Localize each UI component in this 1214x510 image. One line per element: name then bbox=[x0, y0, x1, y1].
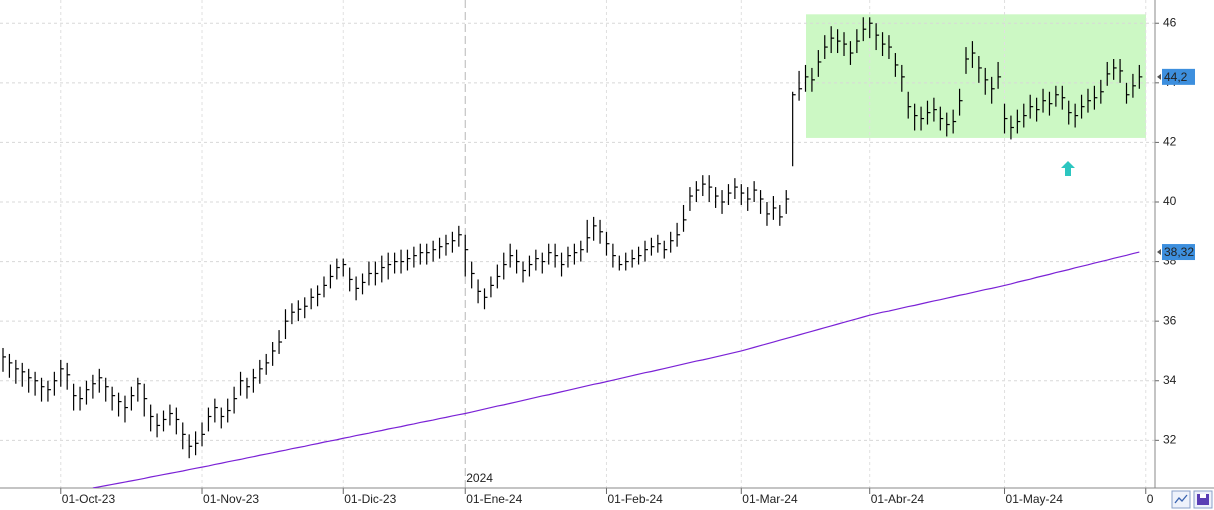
plot bbox=[2, 17, 1143, 488]
save-icon-label bbox=[1200, 494, 1206, 498]
highlight-zone bbox=[806, 14, 1146, 138]
x-tick-label: 01-Ene-24 bbox=[466, 492, 522, 506]
y-tick-label: 36 bbox=[1163, 313, 1177, 327]
y-tick-label: 42 bbox=[1163, 135, 1177, 149]
up-arrow bbox=[1061, 161, 1075, 176]
x-tick-label: 01-Feb-24 bbox=[607, 492, 663, 506]
y-tick-label: 34 bbox=[1163, 373, 1177, 387]
save-icon bbox=[1197, 494, 1209, 505]
toolbar bbox=[1171, 490, 1213, 509]
last-value-pointer bbox=[1157, 249, 1161, 256]
moving-average-line bbox=[92, 251, 1140, 488]
x-tick-label: 01-Dic-23 bbox=[344, 492, 396, 506]
year-marker: 2024 bbox=[466, 471, 493, 485]
last-value-pointer bbox=[1157, 73, 1161, 80]
x-tick-label: 01-Oct-23 bbox=[62, 492, 116, 506]
x-tick-label: 01-Mar-24 bbox=[742, 492, 798, 506]
y-tick-label: 46 bbox=[1163, 15, 1177, 29]
x-tick-label: 01-Nov-23 bbox=[203, 492, 259, 506]
last-value-label: 38,32 bbox=[1164, 245, 1194, 259]
x-tick-label: 01-Abr-24 bbox=[871, 492, 925, 506]
zoom-icon bbox=[1174, 494, 1188, 504]
x-tick-label: 0 bbox=[1147, 492, 1154, 506]
last-value-tag bbox=[1162, 68, 1195, 85]
x-tick-label: 01-May-24 bbox=[1006, 492, 1064, 506]
last-value-tag bbox=[1162, 244, 1195, 261]
y-tick-label: 32 bbox=[1163, 433, 1177, 447]
y-tick-label: 40 bbox=[1163, 194, 1177, 208]
last-value-label: 44,2 bbox=[1164, 70, 1188, 84]
